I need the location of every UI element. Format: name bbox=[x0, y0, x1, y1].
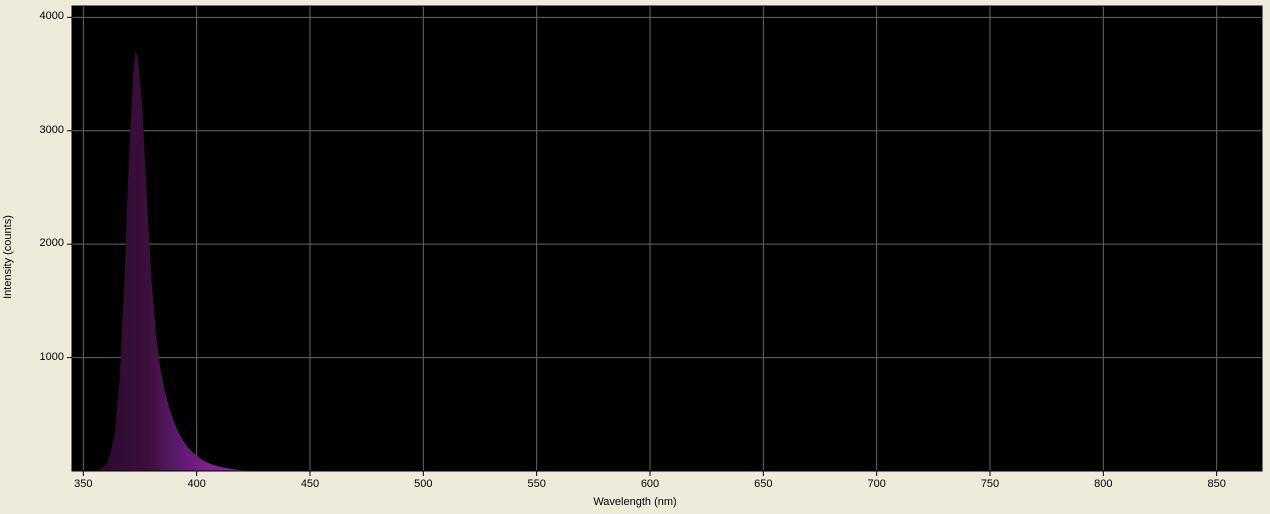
x-tick-label: 800 bbox=[1083, 478, 1123, 490]
x-tick-label: 500 bbox=[403, 478, 443, 490]
x-tick-label: 750 bbox=[970, 478, 1010, 490]
y-tick-label: 2000 bbox=[24, 237, 64, 249]
spectrum-chart: Intensity (counts) Wavelength (nm) 35040… bbox=[0, 0, 1270, 514]
x-tick-label: 450 bbox=[290, 478, 330, 490]
y-tick-label: 3000 bbox=[24, 124, 64, 136]
x-tick-label: 850 bbox=[1197, 478, 1237, 490]
x-tick-label: 650 bbox=[743, 478, 783, 490]
plot-area bbox=[0, 0, 1270, 514]
x-tick-label: 550 bbox=[517, 478, 557, 490]
x-tick-label: 400 bbox=[177, 478, 217, 490]
y-tick-label: 1000 bbox=[24, 351, 64, 363]
y-tick-label: 4000 bbox=[24, 10, 64, 22]
x-tick-label: 350 bbox=[63, 478, 103, 490]
x-tick-label: 700 bbox=[857, 478, 897, 490]
x-tick-label: 600 bbox=[630, 478, 670, 490]
